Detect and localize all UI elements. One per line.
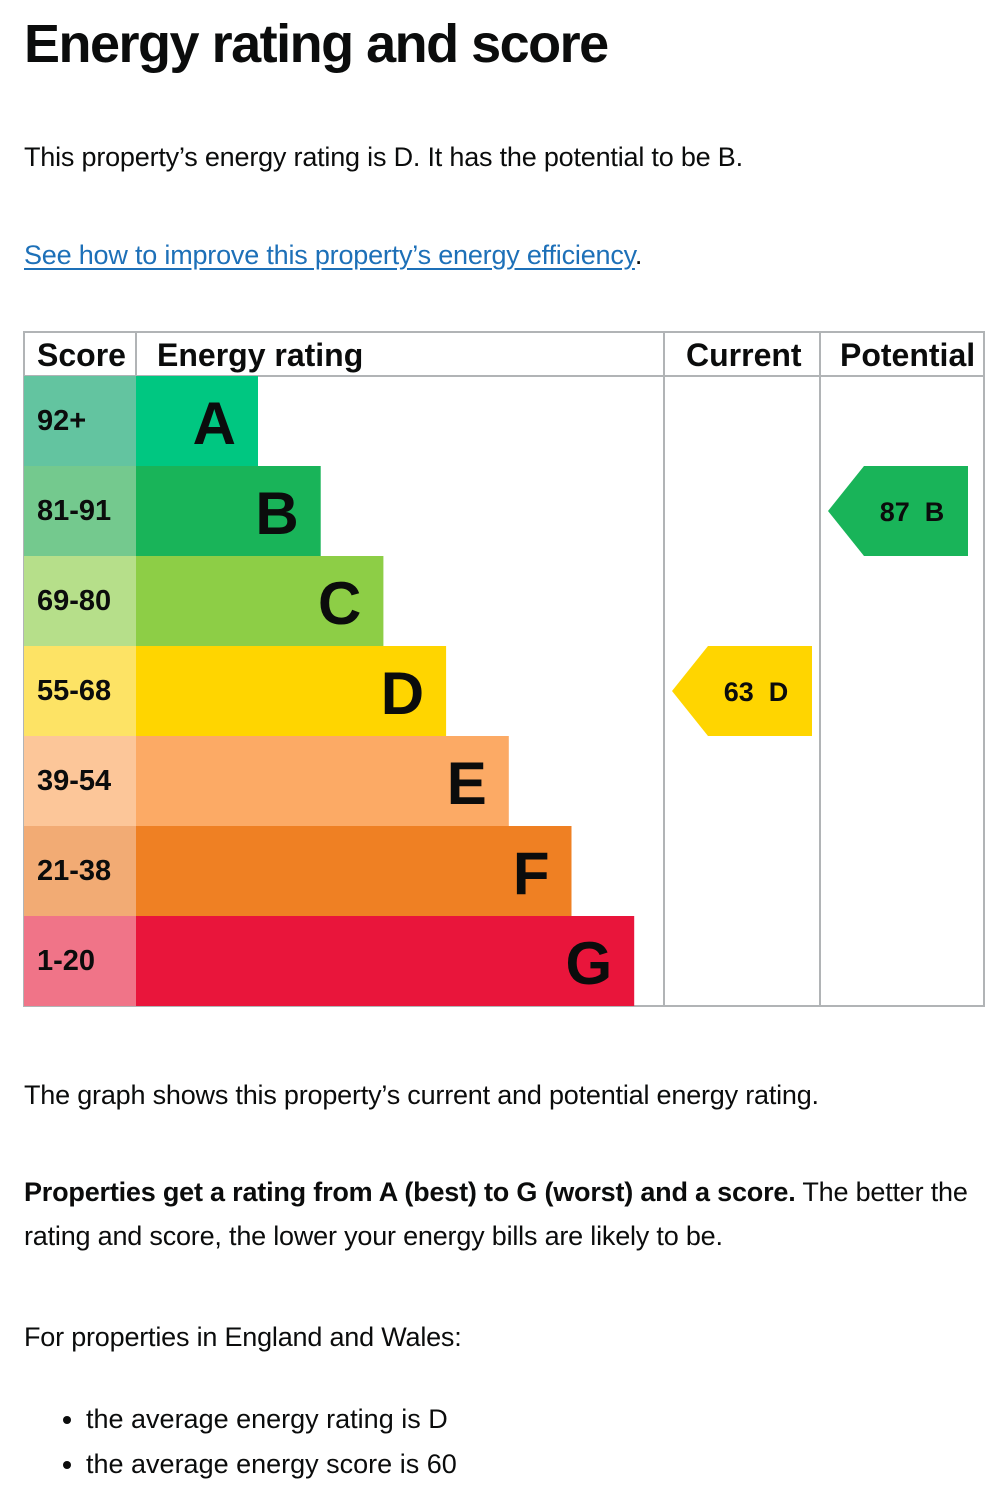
band-f: 21-38 F bbox=[24, 826, 572, 916]
band-score-cell bbox=[24, 466, 136, 556]
band-letter: C bbox=[318, 570, 361, 637]
band-score-range: 39-54 bbox=[37, 765, 111, 797]
potential-rating-indicator: 87 B bbox=[828, 466, 968, 556]
band-letter: F bbox=[513, 840, 550, 907]
improve-efficiency-link[interactable]: See how to improve this property’s energ… bbox=[24, 240, 635, 270]
band-bar bbox=[136, 826, 572, 916]
energy-rating-chart: Score Energy rating Current Potential 92… bbox=[23, 331, 985, 1007]
average-rating-item: the average energy rating is D bbox=[86, 1397, 457, 1442]
band-letter: E bbox=[447, 750, 487, 817]
rating-explanation-rest: The better the rating and score, the low… bbox=[24, 1177, 968, 1251]
rating-bands: 92+ A 81-91 B 69-80 C 55-68 D 39-54 E 21-38 F 1-20 G bbox=[24, 376, 635, 1006]
band-score-cell bbox=[24, 916, 136, 1006]
header-score: Score bbox=[37, 337, 126, 373]
band-b: 81-91 B bbox=[24, 466, 321, 556]
improve-paragraph: See how to improve this property’s energ… bbox=[24, 233, 642, 277]
band-bar bbox=[136, 646, 447, 736]
band-letter: G bbox=[566, 930, 613, 997]
header-current: Current bbox=[686, 337, 802, 373]
average-score-item: the average energy score is 60 bbox=[86, 1442, 457, 1487]
potential-rating-indicator-arrow bbox=[828, 466, 968, 556]
current-rating-indicator-arrow bbox=[672, 646, 812, 736]
band-bar bbox=[136, 916, 635, 1006]
averages-list: the average energy rating is D the avera… bbox=[56, 1397, 457, 1487]
band-score-cell bbox=[24, 646, 136, 736]
rating-explanation: Properties get a rating from A (best) to… bbox=[24, 1170, 984, 1258]
band-a: 92+ A bbox=[24, 376, 258, 466]
band-score-range: 1-20 bbox=[37, 945, 95, 977]
band-letter: B bbox=[255, 480, 298, 547]
band-letter: D bbox=[381, 660, 424, 727]
band-score-cell bbox=[24, 736, 136, 826]
page-title: Energy rating and score bbox=[24, 14, 609, 74]
band-bar bbox=[136, 556, 384, 646]
band-g: 1-20 G bbox=[24, 916, 635, 1006]
band-score-cell bbox=[24, 826, 136, 916]
rating-summary: This property’s energy rating is D. It h… bbox=[24, 142, 743, 172]
graph-caption: The graph shows this property’s current … bbox=[24, 1080, 819, 1110]
header-energy-rating: Energy rating bbox=[157, 337, 363, 373]
band-score-range: 21-38 bbox=[37, 855, 111, 887]
band-c: 69-80 C bbox=[24, 556, 384, 646]
rating-indicators: 63 D 87 B bbox=[672, 466, 968, 736]
band-e: 39-54 E bbox=[24, 736, 509, 826]
band-letter: A bbox=[193, 390, 236, 457]
band-score-range: 81-91 bbox=[37, 495, 111, 527]
band-score-range: 69-80 bbox=[37, 585, 111, 617]
region-intro: For properties in England and Wales: bbox=[24, 1322, 462, 1352]
potential-rating-indicator-label: 87 B bbox=[880, 497, 945, 527]
band-bar bbox=[136, 466, 321, 556]
band-d: 55-68 D bbox=[24, 646, 447, 736]
band-bar bbox=[136, 736, 509, 826]
band-bar bbox=[136, 376, 258, 466]
band-score-range: 55-68 bbox=[37, 675, 111, 707]
band-score-range: 92+ bbox=[37, 405, 86, 437]
current-rating-indicator: 63 D bbox=[672, 646, 812, 736]
band-score-cell bbox=[24, 556, 136, 646]
band-score-cell bbox=[24, 376, 136, 466]
link-suffix: . bbox=[634, 240, 643, 270]
rating-explanation-bold: Properties get a rating from A (best) to… bbox=[24, 1177, 796, 1207]
header-potential: Potential bbox=[840, 337, 975, 373]
current-rating-indicator-label: 63 D bbox=[724, 677, 789, 707]
